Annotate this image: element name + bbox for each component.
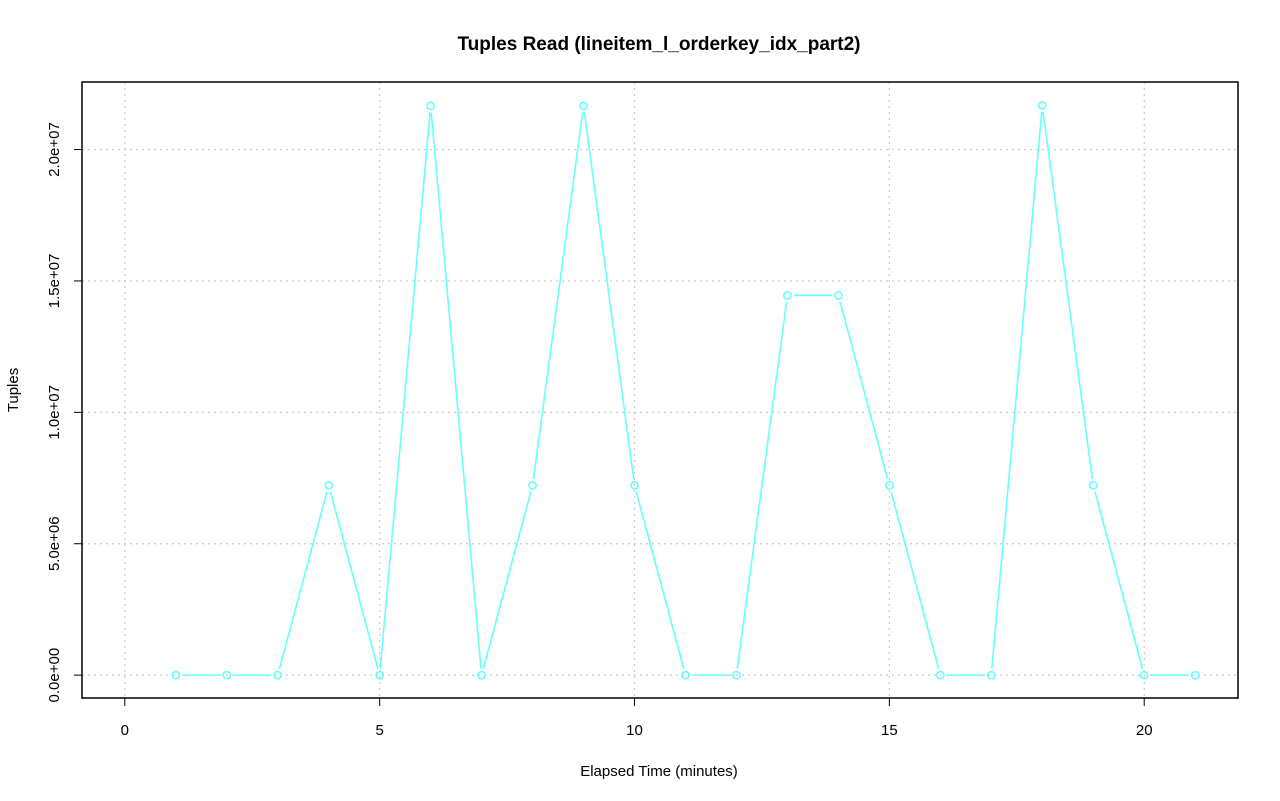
data-point: [171, 670, 181, 680]
data-point: [222, 670, 232, 680]
data-point: [273, 670, 283, 680]
chart-title: Tuples Read (lineitem_l_orderkey_idx_par…: [457, 34, 860, 55]
x-tick-label: 15: [881, 722, 898, 739]
data-point: [477, 670, 487, 680]
series-segment: [329, 491, 379, 670]
data-point: [732, 670, 741, 680]
series-segment: [379, 112, 431, 669]
x-tick-label: 20: [1136, 722, 1153, 739]
y-tick-label: 0.0e+00: [46, 648, 63, 703]
grid: [82, 82, 1238, 698]
data-point: [1088, 480, 1098, 490]
series-segment: [635, 491, 685, 670]
x-tick-label: 10: [626, 722, 643, 739]
x-axis: 0 5 10 15 20: [121, 697, 1153, 739]
series-segment: [583, 112, 635, 480]
data-point: [528, 480, 537, 490]
data-point: [681, 670, 690, 680]
data-point: [630, 480, 639, 490]
data-point: [426, 101, 436, 111]
y-tick-label: 2.0e+07: [46, 122, 63, 177]
series-line: [171, 100, 1200, 680]
series-segment: [482, 491, 532, 670]
plot-frame: [81, 81, 1239, 699]
series-segment: [532, 112, 584, 480]
x-tick-label: 0: [121, 722, 129, 739]
data-point: [1190, 670, 1200, 680]
series-segment: [991, 111, 1043, 669]
y-tick-label: 5.0e+06: [46, 516, 63, 571]
data-point: [579, 101, 588, 111]
y-axis-label: Tuples: [5, 368, 22, 412]
data-point: [935, 670, 945, 680]
data-point: [324, 480, 334, 490]
series-segment: [1094, 491, 1144, 670]
data-point: [986, 670, 996, 680]
data-point: [783, 290, 792, 300]
series-segment: [430, 112, 482, 669]
data-point: [375, 670, 385, 680]
series-segment: [839, 301, 889, 480]
x-axis-label: Elapsed Time (minutes): [580, 763, 738, 780]
series-segment: [736, 301, 788, 669]
y-tick-label: 1.5e+07: [46, 254, 63, 309]
data-point: [1139, 670, 1149, 680]
y-axis: 0.0e+00 5.0e+06 1.0e+07 1.5e+07 2.0e+07: [46, 122, 83, 703]
data-point: [884, 480, 894, 490]
series-segment: [890, 491, 940, 670]
x-tick-label: 5: [375, 722, 383, 739]
y-tick-label: 1.0e+07: [46, 385, 63, 440]
data-point: [833, 290, 843, 300]
series-segment: [1042, 111, 1094, 480]
series-segment: [278, 491, 328, 670]
data-point: [1037, 100, 1047, 110]
